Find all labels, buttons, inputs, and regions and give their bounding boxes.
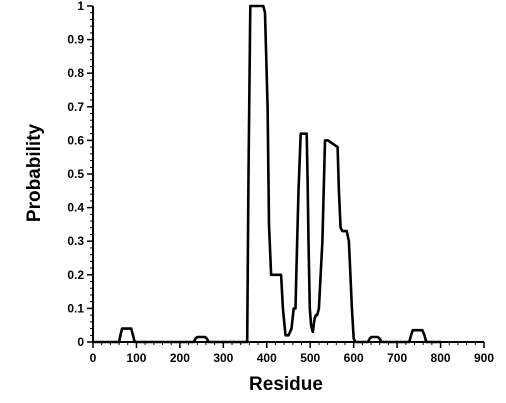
x-tick-label: 500 — [300, 351, 320, 365]
x-tick-label: 100 — [126, 351, 146, 365]
x-tick-label: 400 — [257, 351, 277, 365]
x-tick-label: 0 — [90, 351, 97, 365]
x-tick-label: 600 — [344, 351, 364, 365]
axes — [92, 6, 484, 343]
x-tick-label: 300 — [213, 351, 233, 365]
y-tick-label: 0.2 — [67, 268, 84, 282]
ticks: 0 0.1 0.2 0.3 0.4 0.5 0.6 0.7 0.8 0.9 1 0 100 200 300 4… — [67, 0, 494, 365]
probability-series-line — [91, 4, 442, 344]
y-tick-label: 0.6 — [67, 133, 84, 147]
y-tick-label: 0.3 — [67, 234, 84, 248]
y-tick-label: 0.9 — [67, 33, 84, 47]
y-tick-label: 0 — [77, 335, 84, 349]
y-tick-label: 0.8 — [67, 66, 84, 80]
x-tick-label: 200 — [170, 351, 190, 365]
y-tick-label: 1 — [77, 0, 84, 13]
y-axis-title: Probability — [24, 123, 45, 222]
y-tick-label: 0.7 — [67, 100, 84, 114]
y-tick-label: 0.4 — [67, 201, 84, 215]
y-tick-label: 0.1 — [67, 301, 84, 315]
y-tick-label: 0.5 — [67, 167, 84, 181]
x-axis-title: Residue — [249, 374, 323, 395]
x-tick-label: 700 — [387, 351, 407, 365]
x-tick-label: 800 — [431, 351, 451, 365]
series-layer — [91, 4, 442, 344]
x-tick-label: 900 — [474, 351, 494, 365]
